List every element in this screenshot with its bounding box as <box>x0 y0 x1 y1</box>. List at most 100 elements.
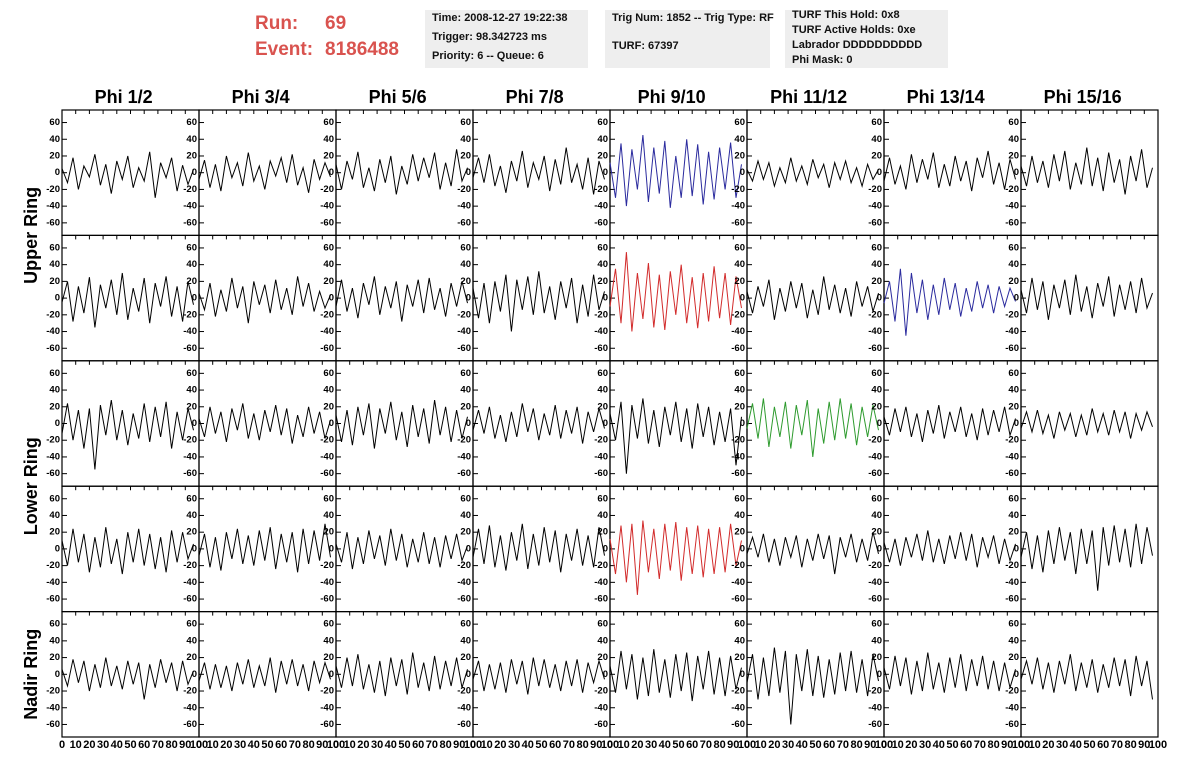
y-tick-label: -60 <box>457 217 471 228</box>
y-tick-label: -60 <box>731 468 745 479</box>
y-tick-label: -20 <box>46 309 60 320</box>
y-tick-label: 0 <box>1014 418 1019 429</box>
waveform <box>472 523 605 573</box>
y-tick-label: -40 <box>46 201 60 212</box>
y-tick-label: 60 <box>323 493 334 504</box>
y-tick-label: -40 <box>457 451 471 462</box>
x-tick-label: 90 <box>316 739 328 751</box>
y-tick-label: 20 <box>1008 401 1019 412</box>
y-tick-label: 60 <box>871 619 882 630</box>
y-tick-label: -60 <box>183 343 197 354</box>
waveform <box>61 657 194 700</box>
y-tick-label: -60 <box>1005 594 1019 605</box>
x-tick-label: 90 <box>1138 739 1150 751</box>
column-label: Phi 5/6 <box>369 87 427 107</box>
x-tick-label: 80 <box>302 739 314 751</box>
info-text: Priority: 6 -- Queue: 6 <box>432 50 544 62</box>
y-tick-label: -40 <box>1005 577 1019 588</box>
x-tick-label: 60 <box>275 739 287 751</box>
y-tick-label: 40 <box>186 134 197 145</box>
x-tick-label: 100 <box>1012 739 1030 751</box>
x-tick-label: 60 <box>1097 739 1109 751</box>
event-label: Event: <box>255 39 313 60</box>
y-tick-label: 20 <box>871 401 882 412</box>
y-tick-label: -40 <box>594 451 608 462</box>
y-tick-label: 0 <box>603 293 608 304</box>
y-tick-label: 60 <box>734 619 745 630</box>
y-tick-label: 60 <box>597 619 608 630</box>
y-tick-label: 40 <box>460 385 471 396</box>
y-tick-label: -60 <box>594 217 608 228</box>
y-tick-label: -40 <box>1005 451 1019 462</box>
y-tick-label: -60 <box>320 343 334 354</box>
y-tick-label: -40 <box>46 451 60 462</box>
y-tick-label: 40 <box>49 635 60 646</box>
y-tick-label: -40 <box>46 326 60 337</box>
y-tick-label: 0 <box>877 669 882 680</box>
y-tick-label: 20 <box>871 652 882 663</box>
y-tick-label: 0 <box>55 167 60 178</box>
y-tick-label: -20 <box>183 435 197 446</box>
column-label: Phi 7/8 <box>506 87 564 107</box>
y-tick-label: 20 <box>323 150 334 161</box>
y-tick-label: -40 <box>594 702 608 713</box>
x-tick-label: 50 <box>261 739 273 751</box>
x-tick-label: 40 <box>385 739 397 751</box>
info-box <box>605 10 770 68</box>
waveform <box>198 403 331 444</box>
x-tick-label: 60 <box>549 739 561 751</box>
ring-label: Nadir Ring <box>21 629 41 720</box>
y-tick-label: 60 <box>871 368 882 379</box>
y-tick-label: 0 <box>192 418 197 429</box>
y-tick-label: -20 <box>183 309 197 320</box>
y-tick-label: -20 <box>1005 560 1019 571</box>
x-tick-label: 30 <box>1056 739 1068 751</box>
run-number: 69 <box>325 13 346 34</box>
y-tick-label: -20 <box>868 435 882 446</box>
x-tick-label: 0 <box>333 739 339 751</box>
y-tick-label: 0 <box>466 418 471 429</box>
y-tick-label: -40 <box>1005 326 1019 337</box>
y-tick-label: 40 <box>323 635 334 646</box>
y-tick-label: 40 <box>460 259 471 270</box>
y-tick-label: -60 <box>320 719 334 730</box>
y-tick-label: 0 <box>329 293 334 304</box>
y-tick-label: -20 <box>594 309 608 320</box>
waveform <box>1020 523 1153 591</box>
y-tick-label: 0 <box>192 543 197 554</box>
y-tick-label: 60 <box>597 368 608 379</box>
x-tick-label: 90 <box>1001 739 1013 751</box>
x-tick-label: 80 <box>1124 739 1136 751</box>
y-tick-label: 0 <box>466 293 471 304</box>
y-tick-label: 20 <box>597 401 608 412</box>
x-tick-label: 50 <box>809 739 821 751</box>
y-tick-label: 40 <box>597 259 608 270</box>
y-tick-label: 20 <box>734 652 745 663</box>
x-tick-label: 70 <box>289 739 301 751</box>
y-tick-label: -20 <box>731 435 745 446</box>
x-tick-label: 100 <box>1149 739 1167 751</box>
y-tick-label: -20 <box>1005 686 1019 697</box>
y-tick-label: -60 <box>594 343 608 354</box>
x-tick-label: 70 <box>837 739 849 751</box>
y-tick-label: 0 <box>466 669 471 680</box>
y-tick-label: 20 <box>871 150 882 161</box>
y-tick-label: 60 <box>1008 242 1019 253</box>
x-tick-label: 80 <box>713 739 725 751</box>
x-tick-label: 20 <box>357 739 369 751</box>
x-tick-label: 90 <box>590 739 602 751</box>
waveform <box>198 657 331 693</box>
y-tick-label: -20 <box>46 184 60 195</box>
y-tick-label: 60 <box>323 619 334 630</box>
x-tick-label: 60 <box>823 739 835 751</box>
x-tick-label: 30 <box>782 739 794 751</box>
x-tick-label: 10 <box>344 739 356 751</box>
y-tick-label: -20 <box>320 686 334 697</box>
y-tick-label: 40 <box>323 510 334 521</box>
x-tick-label: 10 <box>481 739 493 751</box>
y-tick-label: 40 <box>49 385 60 396</box>
waveform <box>61 151 194 198</box>
y-tick-label: 60 <box>1008 117 1019 128</box>
y-tick-label: -60 <box>46 719 60 730</box>
x-tick-label: 70 <box>974 739 986 751</box>
